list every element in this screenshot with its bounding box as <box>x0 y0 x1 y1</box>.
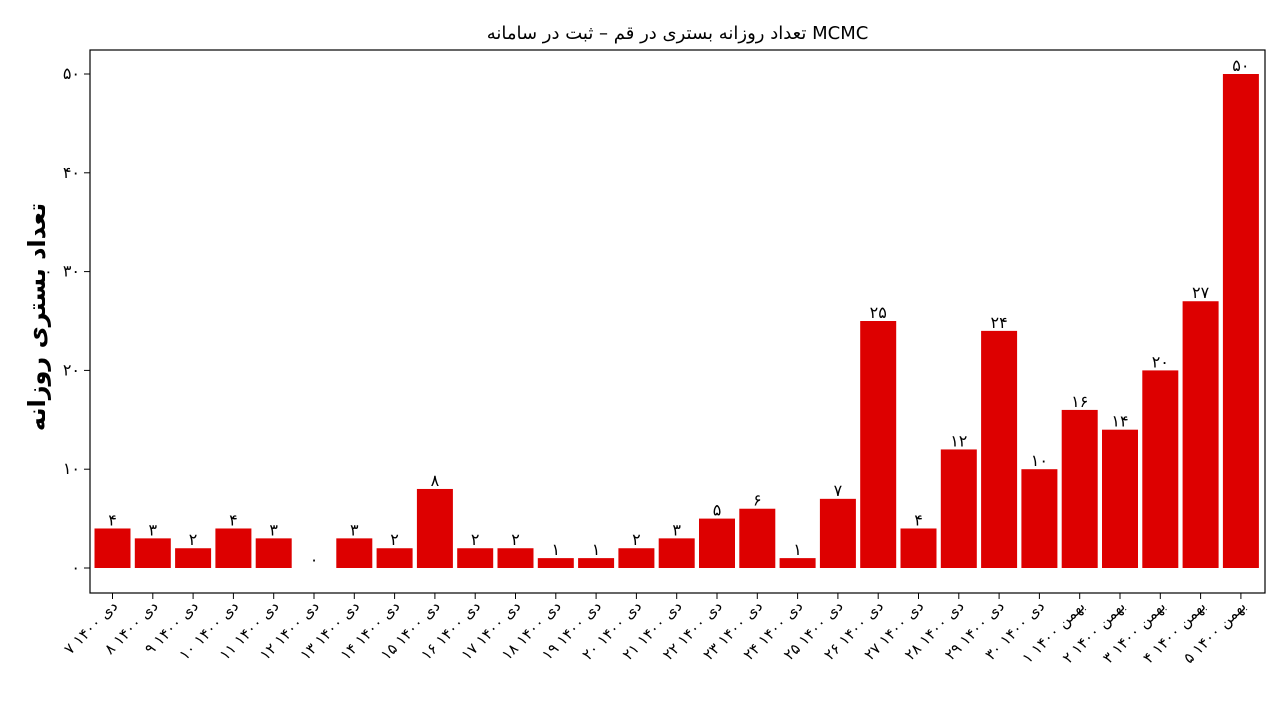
bar-value-label: ۴ <box>914 510 923 529</box>
bar <box>376 548 413 568</box>
bar <box>215 528 252 568</box>
y-tick-label: ۱۰ <box>63 459 80 478</box>
y-tick-label: ۳۰ <box>63 262 80 281</box>
bar <box>255 538 292 568</box>
bar <box>1021 469 1058 568</box>
bar-value-label: ۲ <box>632 530 641 549</box>
bar <box>134 538 171 568</box>
bar <box>457 548 494 568</box>
bar <box>175 548 212 568</box>
bar <box>981 330 1018 568</box>
bar <box>537 558 574 568</box>
bar <box>779 558 816 568</box>
bar <box>618 548 655 568</box>
bar-value-label: ۱۴ <box>1111 412 1128 431</box>
bar-value-label: ۱ <box>552 540 561 559</box>
bar-value-label: ۲۴ <box>991 313 1008 332</box>
bar-value-label: ۸ <box>431 471 440 490</box>
bar-value-label: ۱۶ <box>1071 392 1088 411</box>
bar <box>1182 301 1219 568</box>
bar-value-label: ۳ <box>350 520 359 539</box>
y-tick-label: ۰ <box>71 558 80 577</box>
bar <box>900 528 937 568</box>
bar-value-label: ۱ <box>793 540 802 559</box>
bar-value-label: ۳ <box>269 520 278 539</box>
bar-value-label: ۳ <box>672 520 681 539</box>
bar <box>336 538 373 568</box>
y-tick-label: ۴۰ <box>63 163 80 182</box>
bar-value-label: ۴ <box>108 510 117 529</box>
bar-value-label: ۳ <box>149 520 158 539</box>
bar <box>1061 409 1098 568</box>
bar-value-label: ۰ <box>310 550 319 569</box>
bar <box>819 498 856 568</box>
chart-title: تعداد روزانه بستری در قم – ثبت در سامانه… <box>486 23 869 44</box>
bar-value-label: ۶ <box>753 491 762 510</box>
bar-value-label: ۱۰ <box>1031 451 1048 470</box>
y-tick-label: ۲۰ <box>63 360 80 379</box>
bar <box>940 449 977 568</box>
bar-value-label: ۷ <box>834 481 843 500</box>
bar-value-label: ۱ <box>592 540 601 559</box>
bar <box>739 508 776 568</box>
bar <box>497 548 534 568</box>
bar-value-label: ۲۰ <box>1152 352 1169 371</box>
bar-value-label: ۲ <box>189 530 198 549</box>
bars <box>94 74 1259 568</box>
bar-value-label: ۱۲ <box>950 431 967 450</box>
bar <box>1222 74 1259 568</box>
bar <box>578 558 615 568</box>
bar <box>416 488 453 568</box>
bar <box>1142 370 1179 568</box>
plot-frame <box>89 49 1266 594</box>
y-tick-label: ۵۰ <box>63 64 80 83</box>
bar <box>699 518 735 568</box>
bar-value-label: ۴ <box>229 510 238 529</box>
bar <box>94 528 131 568</box>
bar-value-label: ۲ <box>471 530 480 549</box>
bar <box>1102 429 1138 568</box>
y-axis: ۰ ۱۰ ۲۰ ۳۰ ۴۰ ۵۰ <box>63 64 90 577</box>
bar-value-label: ۲ <box>511 530 520 549</box>
bar-value-label: ۲۵ <box>870 303 887 322</box>
bar <box>658 538 695 568</box>
bar-value-label: ۲۷ <box>1192 283 1210 302</box>
bar-value-label: ۵ <box>713 501 722 520</box>
bar-value-label: ۵۰ <box>1232 56 1249 75</box>
bar-value-label: ۲ <box>390 530 399 549</box>
bar <box>860 321 897 568</box>
